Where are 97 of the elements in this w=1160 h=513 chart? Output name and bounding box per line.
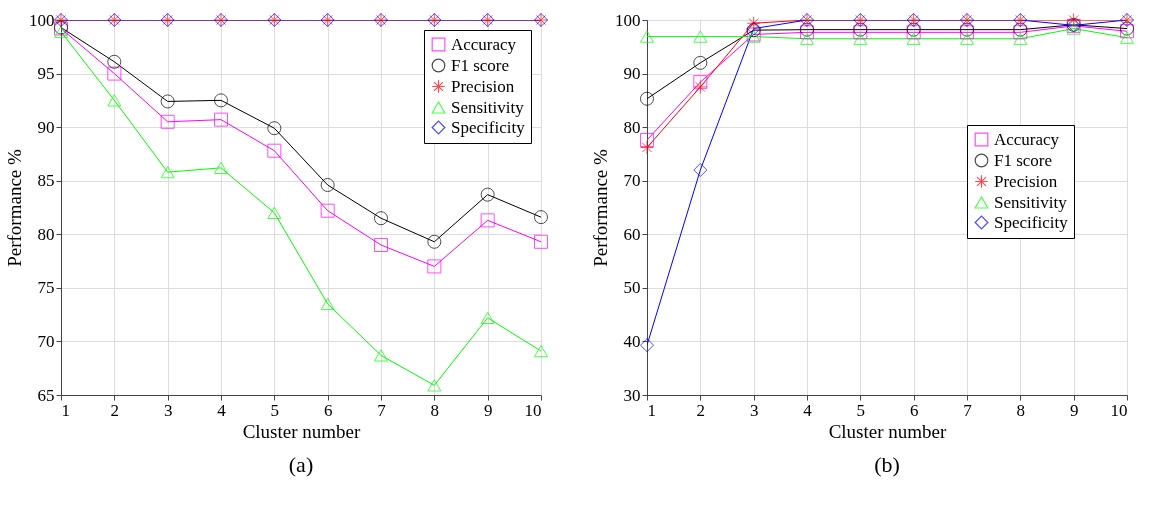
point xyxy=(799,32,815,45)
point xyxy=(693,79,708,94)
point xyxy=(533,210,549,225)
point xyxy=(639,30,655,43)
x-tick-label: 8 xyxy=(1016,400,1026,420)
point xyxy=(53,25,69,38)
point xyxy=(427,379,442,392)
point xyxy=(959,32,975,45)
x-tick-label: 3 xyxy=(163,400,173,420)
x-tick-label: 10 xyxy=(524,400,542,420)
point xyxy=(320,177,335,193)
x-tick-label: 9 xyxy=(483,400,493,420)
point xyxy=(906,32,921,45)
point xyxy=(533,344,549,358)
x-tick-label: 10 xyxy=(1110,400,1128,420)
point xyxy=(213,112,229,127)
x-tick-label: 9 xyxy=(1069,400,1079,420)
point xyxy=(213,93,229,108)
x-tick-label: 6 xyxy=(909,400,919,420)
point xyxy=(533,234,549,249)
point xyxy=(160,166,175,179)
x-tick-label: 3 xyxy=(749,400,759,420)
x-tick-label: 7 xyxy=(963,400,973,420)
x-tick-label: 1 xyxy=(61,400,70,420)
point xyxy=(267,206,282,219)
point xyxy=(160,94,175,109)
y-tick-label: 100 xyxy=(615,10,641,30)
y-tick-label: 80 xyxy=(623,117,641,137)
point xyxy=(639,91,655,106)
y-tick-label: 95 xyxy=(37,64,55,84)
y-tick-label: 30 xyxy=(623,385,641,405)
point xyxy=(320,203,335,218)
point xyxy=(427,259,442,274)
x-tick-label: 6 xyxy=(323,400,333,420)
point xyxy=(1119,31,1135,44)
point xyxy=(853,32,868,45)
legend-label: Precision xyxy=(451,76,515,96)
y-tick-label: 50 xyxy=(623,278,641,298)
legend-label: Accuracy xyxy=(994,129,1060,149)
x-tick-label: 7 xyxy=(377,400,387,420)
point xyxy=(107,54,122,69)
legend-label: Specificity xyxy=(994,212,1069,232)
legend-label: Sensitivity xyxy=(451,97,525,117)
point xyxy=(639,140,655,155)
x-tick-label: 4 xyxy=(217,400,227,420)
y-tick-label: 40 xyxy=(623,331,641,351)
x-tick-label: 8 xyxy=(430,400,440,420)
y-tick-label: 100 xyxy=(29,10,55,30)
point xyxy=(693,55,708,70)
legend-label: Sensitivity xyxy=(994,192,1068,212)
point xyxy=(213,161,229,174)
point xyxy=(693,30,708,43)
point xyxy=(320,297,335,311)
y-tick-label: 80 xyxy=(37,224,55,244)
point xyxy=(1066,12,1081,28)
point xyxy=(107,66,122,81)
point xyxy=(107,94,122,107)
legend-label: Specificity xyxy=(451,117,526,137)
point xyxy=(1013,32,1028,45)
point xyxy=(267,121,282,136)
y-tick-label: 90 xyxy=(37,117,55,137)
y-axis-title: Performance % xyxy=(4,149,25,267)
text: (b) xyxy=(874,452,900,477)
legend-label: F1 score xyxy=(994,150,1053,170)
point xyxy=(373,349,389,362)
legend-label: Accuracy xyxy=(451,34,517,54)
legend-label: F1 score xyxy=(451,55,510,75)
point xyxy=(160,114,175,129)
point xyxy=(373,211,389,226)
point xyxy=(480,187,495,202)
point xyxy=(480,311,495,324)
point xyxy=(693,162,708,178)
x-tick-label: 2 xyxy=(696,400,706,420)
y-tick-label: 90 xyxy=(623,64,641,84)
x-axis-title: Cluster number xyxy=(242,420,361,442)
legend-label: Precision xyxy=(994,171,1058,191)
x-tick-label: 5 xyxy=(270,400,280,420)
point xyxy=(693,75,708,90)
y-tick-label: 60 xyxy=(623,224,641,244)
point xyxy=(480,213,495,228)
x-tick-label: 2 xyxy=(110,400,120,420)
y-tick-label: 70 xyxy=(37,331,55,351)
y-axis-title: Performance % xyxy=(590,149,611,267)
y-tick-label: 75 xyxy=(37,278,55,298)
y-tick-label: 70 xyxy=(623,171,641,191)
point xyxy=(746,16,761,31)
x-axis-title: Cluster number xyxy=(828,420,947,442)
x-tick-label: 5 xyxy=(856,400,866,420)
x-tick-label: 4 xyxy=(803,400,813,420)
y-tick-label: 65 xyxy=(37,385,55,405)
point xyxy=(267,143,282,158)
point xyxy=(1066,22,1081,35)
point xyxy=(427,234,442,249)
y-tick-label: 85 xyxy=(37,171,55,191)
x-tick-label: 1 xyxy=(647,400,656,420)
point xyxy=(639,338,655,353)
text: (a) xyxy=(288,452,314,477)
